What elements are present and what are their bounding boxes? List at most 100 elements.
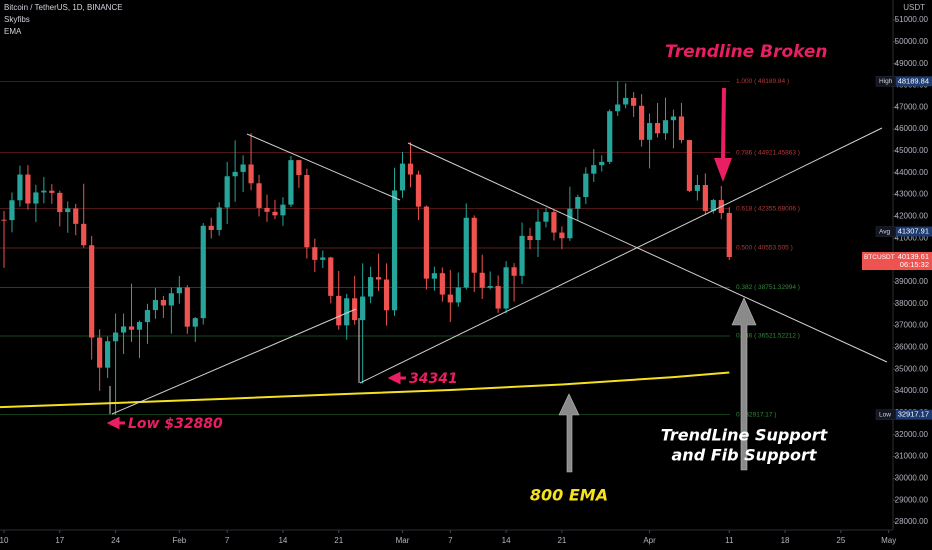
y-tick-label: 51000.00: [895, 15, 929, 24]
y-tick-label: 47000.00: [895, 102, 929, 111]
candle-body: [105, 341, 111, 368]
candle-body: [551, 212, 557, 233]
candle-body: [495, 286, 501, 309]
candle-body: [41, 190, 47, 193]
x-tick-label: 7: [225, 536, 230, 545]
arrow: [387, 371, 406, 385]
candle-body: [248, 164, 254, 184]
annotation: 34341: [409, 371, 458, 387]
candle-body: [136, 322, 143, 330]
y-tick-label: 41000.00: [895, 233, 929, 242]
annotation: Low $32880: [128, 416, 223, 432]
candle-body: [407, 163, 414, 175]
candle-body: [160, 300, 166, 306]
arrow: [731, 297, 757, 471]
candle-body: [391, 190, 398, 311]
candle-body: [439, 273, 445, 295]
price-badge: [896, 226, 932, 237]
candle-body: [73, 208, 79, 224]
x-tick-label: 25: [836, 536, 845, 545]
candle-body: [112, 332, 119, 342]
candle-body: [128, 326, 135, 330]
annotation: TrendLine Support: [661, 426, 829, 445]
candle-body: [232, 171, 238, 177]
y-tick-label: 29000.00: [895, 495, 929, 504]
plot-area: 1.000 ( 48189.84 ) 0.786 ( 44921.45863 ) 0…: [0, 78, 800, 418]
y-tick-label: 45000.00: [895, 146, 929, 155]
arrow: [714, 88, 732, 182]
trendline: [111, 308, 357, 415]
fib-label: 0 ( 32917.17 ): [736, 411, 776, 418]
candle-body: [152, 300, 159, 311]
x-tick-label: 11: [725, 536, 734, 545]
annotation: and Fib Support: [672, 446, 818, 465]
y-tick-label: 34000.00: [895, 386, 929, 395]
x-tick-label: 10: [0, 536, 9, 545]
y-tick-label: 32000.00: [895, 430, 929, 439]
x-tick-label: Apr: [643, 536, 656, 545]
candle-body: [487, 286, 493, 288]
candle-body: [607, 111, 613, 162]
candle-body: [631, 97, 637, 106]
badge-value: 41307.91: [898, 227, 929, 236]
candle-body: [216, 207, 222, 230]
arrow: [558, 393, 580, 473]
candle-body: [200, 225, 206, 319]
y-tick-label: 30000.00: [895, 473, 929, 482]
y-tick-label: 46000.00: [895, 124, 929, 133]
candle-body: [320, 257, 326, 260]
x-tick-label: 24: [111, 536, 120, 545]
y-tick-label: 37000.00: [895, 321, 929, 330]
badge-timer: 06:15:32: [900, 260, 929, 269]
candle-body: [192, 318, 198, 327]
badge-label: Low: [879, 411, 891, 418]
candle-body: [240, 164, 246, 172]
candle-body: [702, 185, 708, 211]
badge-value: 48189.84: [898, 76, 929, 85]
candle-body: [383, 279, 390, 311]
candle-body: [368, 277, 374, 297]
candle-body: [184, 287, 190, 327]
trendline: [407, 142, 888, 363]
candle-body: [575, 197, 581, 209]
candle-body: [57, 192, 63, 213]
candle-body: [615, 104, 621, 112]
candle-body: [471, 217, 477, 273]
fib-label: 0.236 ( 36521.52212 ): [736, 333, 800, 340]
candle-body: [559, 232, 565, 239]
candle-body: [710, 200, 716, 211]
candle-body: [304, 174, 310, 248]
y-tick-label: 39000.00: [895, 277, 929, 286]
candle-body: [519, 235, 525, 276]
candle-body: [678, 116, 685, 141]
fib-label: 0.786 ( 44921.45863 ): [736, 149, 800, 156]
y-tick-label: 28000.00: [895, 517, 929, 526]
fib-label: 1.000 ( 48189.84 ): [736, 78, 789, 85]
candle-body: [423, 206, 430, 279]
candle-body: [344, 298, 350, 326]
indicator: EMA: [4, 27, 22, 36]
y-tick-label: 38000.00: [895, 299, 929, 308]
indicator: Skyfibs: [4, 15, 30, 24]
y-tick-label: 36000.00: [895, 343, 929, 352]
fib-label: 0.382 ( 38751.32994 ): [736, 284, 800, 291]
fib-label: 0.500 ( 40553.505 ): [736, 245, 793, 252]
candle-body: [89, 245, 95, 338]
candle-body: [280, 204, 286, 216]
x-tick-label: Feb: [172, 536, 186, 545]
candle-body: [360, 296, 366, 321]
trendline: [359, 127, 883, 384]
candle-body: [9, 200, 15, 221]
candle-body: [583, 173, 589, 198]
candle-body: [670, 116, 677, 121]
price-badge: [862, 252, 932, 271]
price-badge: [896, 409, 932, 420]
x-tick-label: 7: [448, 536, 453, 545]
candle-body: [312, 247, 318, 260]
candle-body: [176, 287, 182, 294]
candle-body: [264, 207, 270, 212]
annotation: 800 EMA: [530, 486, 608, 505]
x-tick-label: 14: [502, 536, 511, 545]
candle-body: [296, 160, 302, 175]
